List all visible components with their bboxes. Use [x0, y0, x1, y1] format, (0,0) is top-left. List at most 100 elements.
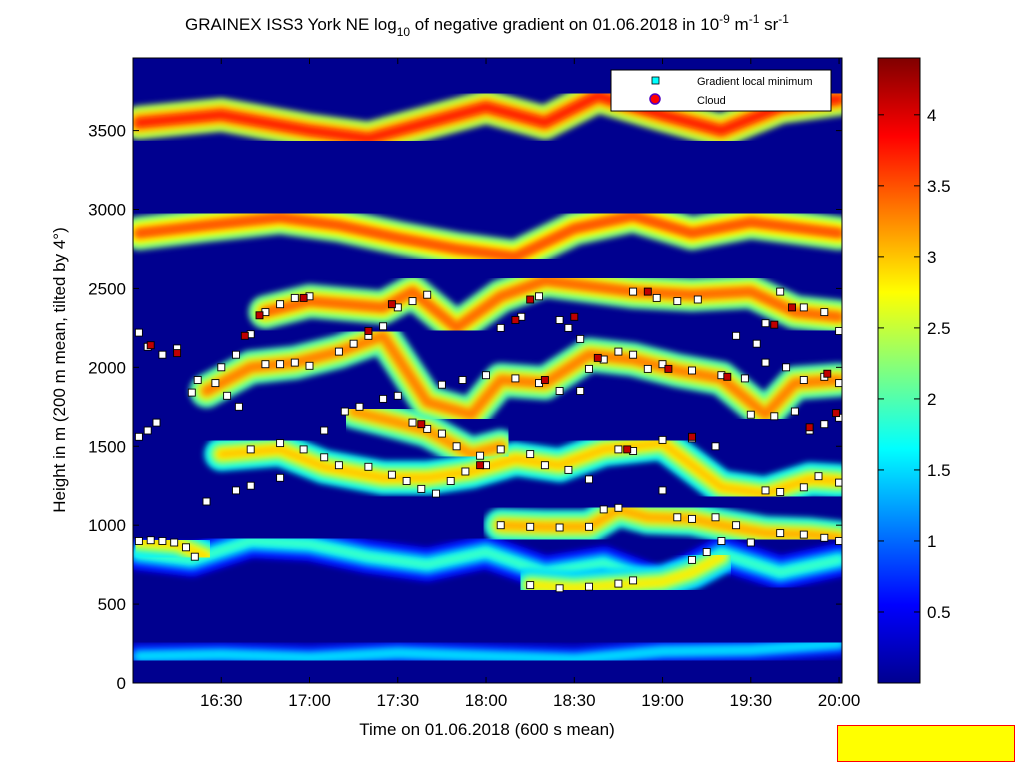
- gradient-minimum-marker: [143, 426, 152, 435]
- gradient-minimum-marker: [555, 316, 564, 324]
- y-tick-label: 500: [98, 595, 126, 614]
- gradient-minimum-marker: [393, 391, 402, 400]
- cloud-marker: [540, 376, 549, 384]
- gradient-minimum-marker: [134, 432, 143, 441]
- gradient-minimum-marker: [211, 379, 220, 388]
- gradient-minimum-marker: [320, 426, 329, 435]
- gradient-minimum-marker: [526, 581, 535, 590]
- gradient-minimum-marker: [152, 418, 161, 427]
- gradient-minimum-marker: [146, 536, 155, 545]
- x-tick-label: 16:30: [200, 691, 243, 710]
- gradient-minimum-marker: [540, 461, 549, 470]
- gradient-minimum-marker: [799, 530, 808, 539]
- parameter-box: [837, 725, 1015, 762]
- legend-label-cloud: Cloud: [697, 95, 726, 107]
- y-tick-label: 3000: [88, 201, 126, 220]
- gradient-minimum-marker: [814, 472, 823, 481]
- gradient-minimum-marker: [782, 363, 791, 372]
- gradient-minimum-marker: [799, 376, 808, 384]
- gradient-minimum-marker: [223, 391, 232, 400]
- legend: Gradient local minimum Cloud: [610, 69, 832, 112]
- gradient-minimum-marker: [482, 371, 490, 380]
- gradient-minimum-marker: [276, 300, 285, 309]
- gradient-minimum-marker: [776, 287, 785, 296]
- gradient-minimum-marker: [746, 410, 755, 419]
- cloud-marker: [173, 349, 182, 358]
- gradient-minimum-marker: [276, 473, 285, 482]
- gradient-minimum-marker: [799, 303, 808, 312]
- colorbar-tick-label: 2: [927, 390, 936, 409]
- gradient-minimum-marker: [776, 488, 785, 496]
- gradient-minimum-marker: [576, 387, 585, 395]
- gradient-minimum-marker: [417, 484, 426, 493]
- heatmap-band-core: [527, 554, 724, 591]
- gradient-minimum-marker: [387, 470, 396, 479]
- heatmap-band-core: [498, 506, 842, 541]
- gradient-minimum-marker: [717, 537, 726, 545]
- cloud-marker: [511, 316, 520, 324]
- cloud-marker: [770, 320, 779, 329]
- gradient-minimum-marker: [776, 529, 785, 538]
- gradient-minimum-marker: [585, 364, 593, 373]
- gradient-minimum-marker: [511, 374, 520, 383]
- y-tick-label: 2500: [88, 279, 126, 298]
- gradient-minimum-marker: [835, 327, 842, 335]
- x-tick-label: 18:30: [553, 691, 596, 710]
- gradient-minimum-marker: [134, 537, 143, 545]
- gradient-minimum-marker: [746, 538, 755, 547]
- gradient-minimum-marker: [740, 374, 749, 383]
- legend-label-minimum: Gradient local minimum: [697, 76, 813, 88]
- gradient-minimum-marker: [535, 292, 543, 301]
- gradient-minimum-marker: [458, 376, 467, 384]
- gradient-minimum-marker: [614, 503, 623, 512]
- gradient-minimum-marker: [526, 522, 535, 531]
- gradient-minimum-marker: [202, 497, 211, 506]
- gradient-minimum-marker: [629, 350, 638, 359]
- gradient-minimum-marker: [496, 521, 505, 530]
- gradient-minimum-marker: [476, 451, 485, 460]
- gradient-minimum-marker: [652, 293, 661, 302]
- cloud-marker: [832, 409, 841, 418]
- gradient-minimum-marker: [629, 287, 638, 296]
- gradient-minimum-marker: [423, 290, 432, 299]
- gradient-minimum-marker: [732, 331, 741, 340]
- gradient-minimum-marker: [290, 358, 299, 367]
- gradient-minimum-marker: [526, 450, 535, 459]
- plot-area: 16:30 17:00 17:30 18:00 18:30 19:00 19:30 20:00…: [88, 57, 860, 710]
- heatmap-band-core: [136, 641, 842, 662]
- gradient-minimum-marker: [820, 533, 829, 542]
- gradient-minimum-marker: [193, 376, 202, 384]
- y-axis-label: Height in m (200 m mean, tilted by 4°): [50, 227, 69, 513]
- gradient-minimum-marker: [134, 328, 143, 337]
- colorbar-tick-label: 4: [927, 106, 936, 125]
- cloud-marker: [387, 300, 396, 309]
- gradient-minimum-marker: [158, 537, 167, 545]
- heatmap-band-core: [136, 93, 842, 141]
- plot-frame: [132, 57, 843, 684]
- gradient-minimum-marker: [246, 445, 255, 454]
- gradient-minimum-marker: [643, 364, 652, 373]
- gradient-minimum-marker: [349, 339, 358, 348]
- cloud-marker: [417, 420, 426, 429]
- gradient-minimum-marker: [182, 543, 190, 552]
- gradient-minimum-marker: [334, 461, 343, 470]
- gradient-minimum-marker: [693, 295, 702, 304]
- gradient-minimum-marker: [658, 360, 667, 369]
- gradient-minimum-marker: [555, 387, 564, 395]
- gradient-minimum-marker: [673, 513, 682, 522]
- y-tick-label: 3500: [88, 122, 126, 141]
- heatmap-band-core: [262, 278, 842, 331]
- gradient-minimum-marker: [614, 445, 623, 454]
- gradient-minimum-marker: [290, 293, 299, 302]
- gradient-minimum-marker: [232, 486, 240, 495]
- y-tick-label: 0: [117, 674, 126, 693]
- gradient-minimum-marker: [496, 445, 505, 454]
- cloud-marker: [593, 353, 602, 362]
- gradient-minimum-marker: [334, 347, 343, 356]
- colorbar-tick-label: 1.5: [927, 461, 951, 480]
- x-tick-label: 18:00: [465, 691, 508, 710]
- x-tick-label: 17:00: [288, 691, 331, 710]
- chart-title: GRAINEX ISS3 York NE log10 of negative g…: [185, 12, 789, 39]
- gradient-minimum-marker: [276, 360, 285, 369]
